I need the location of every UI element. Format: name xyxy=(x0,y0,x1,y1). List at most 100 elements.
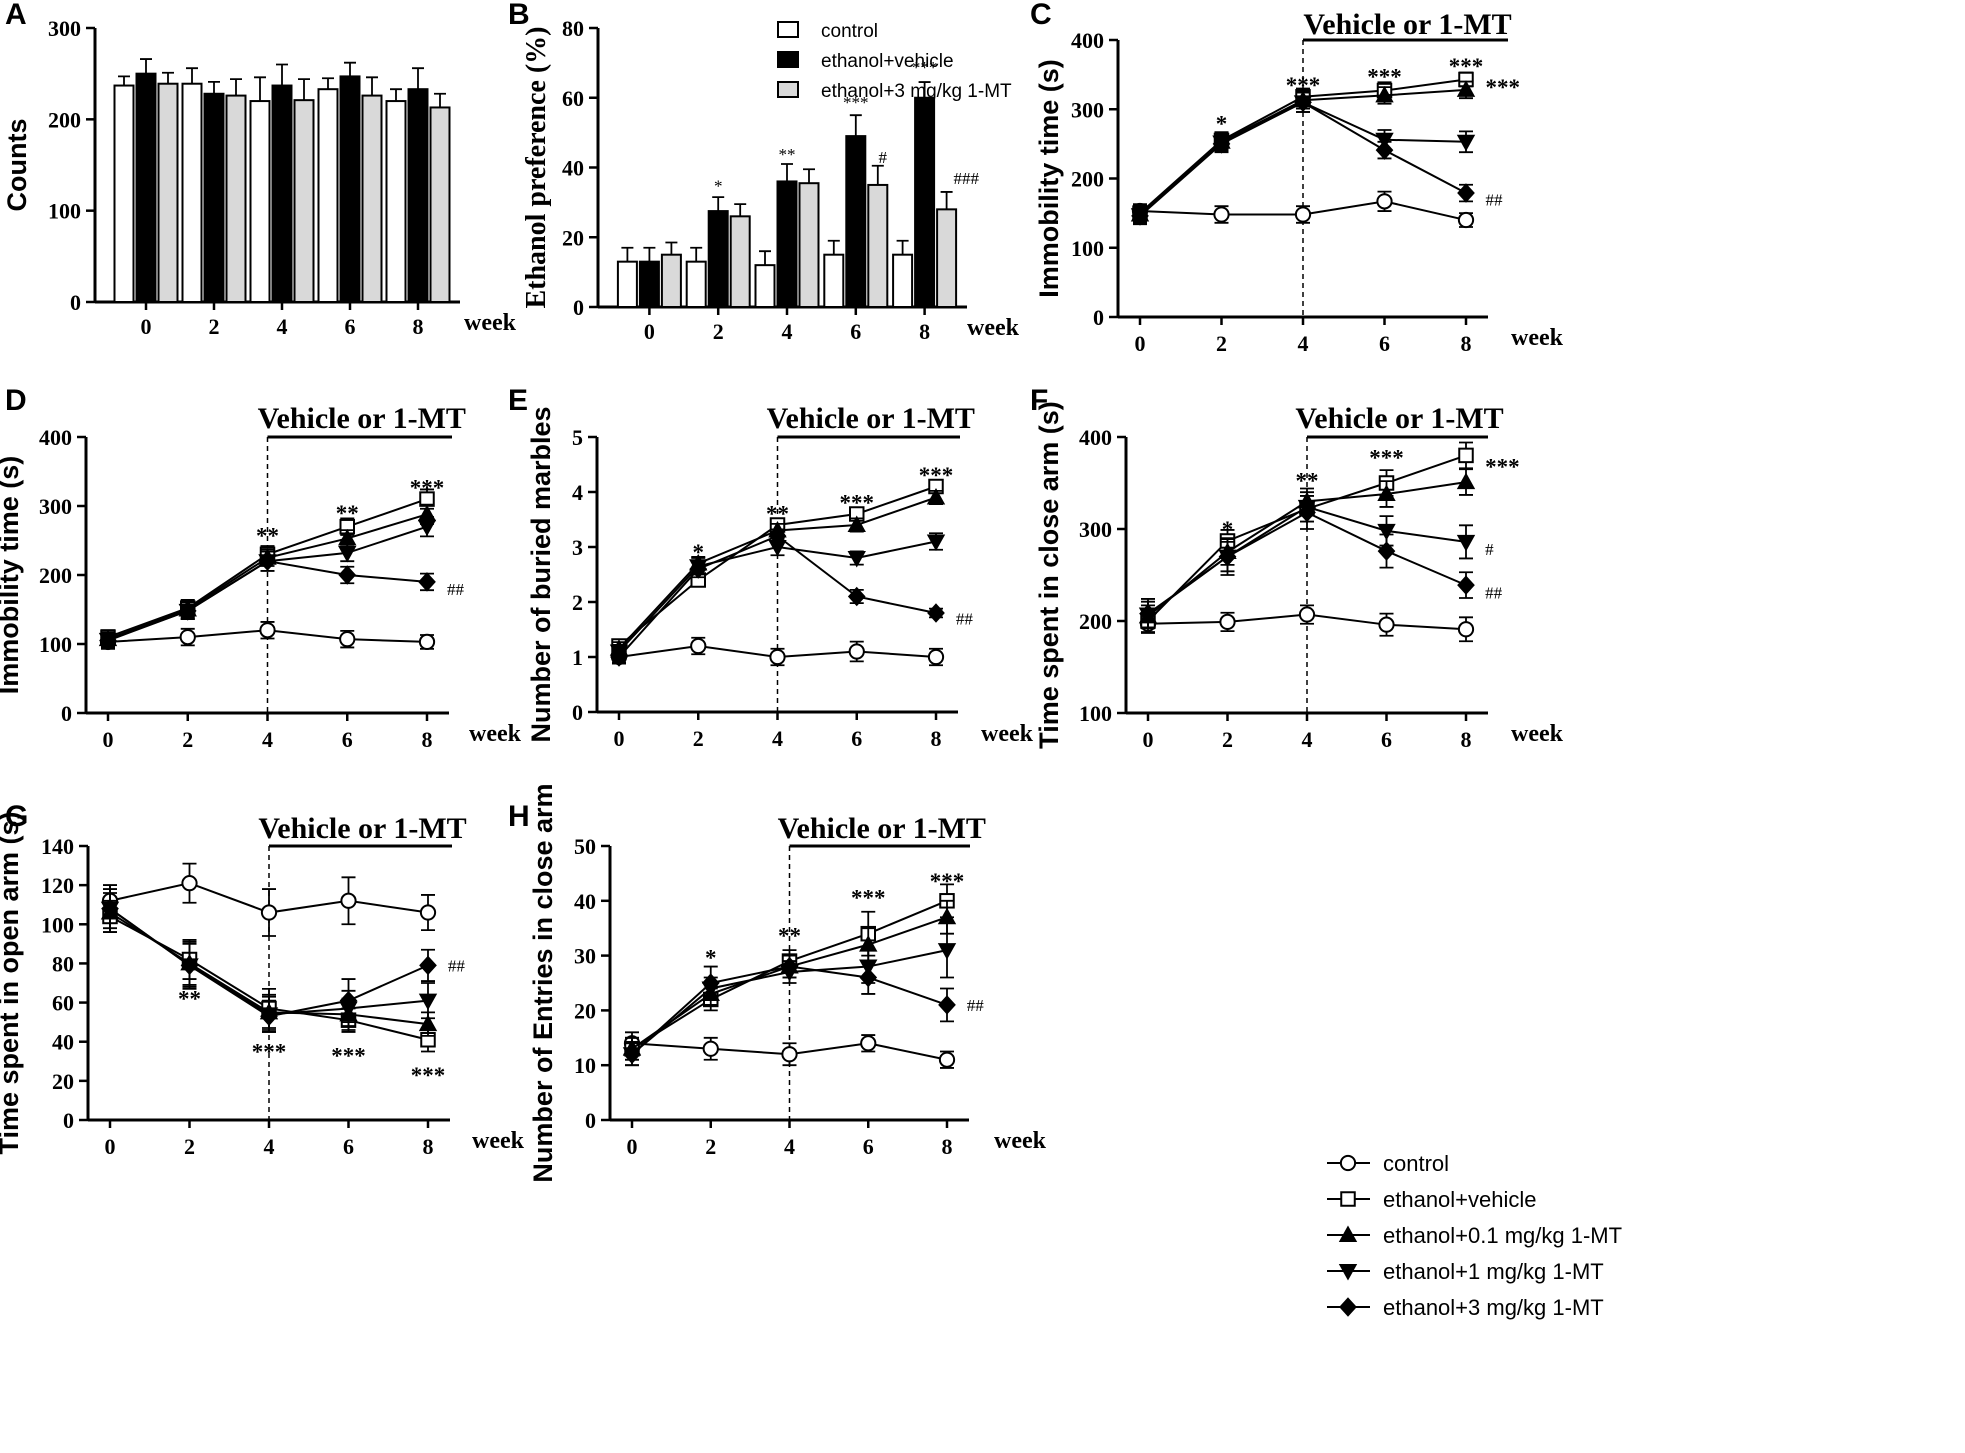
significance-mark: *** xyxy=(840,490,875,515)
x-tick-label: 2 xyxy=(1216,331,1227,356)
x-tick-label: 8 xyxy=(423,1134,434,1159)
point-ethanol-3-mg-kg-1-mt-w6 xyxy=(859,967,878,988)
bar-control-4 xyxy=(754,264,776,308)
y-axis-title: Time spent in close arm (s) xyxy=(1034,401,1064,749)
y-tick-label: 20 xyxy=(562,225,584,250)
y-tick-label: 0 xyxy=(572,700,583,725)
significance-mark: ## xyxy=(1485,583,1503,602)
legend-swatch xyxy=(777,51,799,68)
series-ethanol-3-mg-kg-1-mt xyxy=(101,884,437,1033)
panel-b: B 0 20 40 60 80 Ethanol preference (%) week 0 2 4 6… xyxy=(508,0,1020,344)
x-axis-title: week xyxy=(1511,721,1564,747)
y-tick-label: 3 xyxy=(572,535,583,560)
point-control-w6 xyxy=(860,1035,877,1052)
x-tick-label: 6 xyxy=(345,314,356,339)
x-axis-title: week xyxy=(994,1128,1047,1154)
x-axis-title: week xyxy=(981,721,1034,747)
point-ethanol-3-mg-kg-1-mt-w4 xyxy=(258,551,277,571)
bar-ethanol-3-mg-kg-1-mt-4 xyxy=(798,182,820,309)
legend-b: control ethanol+vehicle ethanol+3 mg/kg 1-… xyxy=(777,21,1012,102)
legend-swatch xyxy=(777,81,799,98)
x-tick-label: 8 xyxy=(919,319,930,344)
legend-label: ethanol+vehicle xyxy=(1383,1187,1537,1212)
legend-swatch xyxy=(777,21,799,38)
x-axis-title: week xyxy=(1511,325,1564,351)
bar-control-8 xyxy=(892,253,914,308)
significance-mark: # xyxy=(1485,540,1494,559)
bar-ethanol-3-mg-kg-1-mt-8 xyxy=(429,106,451,303)
series-ethanol-3-mg-kg-1-mt xyxy=(1131,91,1475,226)
point-ethanol-1-mg-kg-1-mt-w8 xyxy=(417,519,437,537)
error-bar xyxy=(230,78,242,96)
panel-d: D 0 100 200 300 400 Immobility time (s) week 0 2 4… xyxy=(0,384,522,752)
x-tick-label: 2 xyxy=(1222,727,1233,752)
panel-letter: H xyxy=(508,800,530,833)
bar-ethanol-3-mg-kg-1-mt-0 xyxy=(157,82,179,303)
y-tick-label: 40 xyxy=(52,1030,74,1055)
x-tick-label: 0 xyxy=(644,319,655,344)
error-bar xyxy=(344,61,356,77)
treatment-label: Vehicle or 1-MT xyxy=(258,402,466,435)
y-tick-label: 100 xyxy=(41,912,74,937)
point-ethanol-1-mg-kg-1-mt-w8 xyxy=(418,993,438,1011)
x-tick-label: 0 xyxy=(105,1134,116,1159)
series-ethanol-1-mg-kg-1-mt xyxy=(609,532,946,662)
point-control-w4 xyxy=(769,648,786,666)
point-control-w6 xyxy=(848,643,865,660)
treatment-label: Vehicle or 1-MT xyxy=(1295,402,1503,435)
error-bar xyxy=(208,80,220,94)
x-tick-label: 8 xyxy=(931,726,942,751)
y-tick-label: 10 xyxy=(574,1053,596,1078)
error-bar xyxy=(162,71,174,84)
panel-letter: E xyxy=(508,384,528,417)
point-control-w8 xyxy=(418,633,436,651)
y-axis-title: Immobility time (s) xyxy=(1034,59,1064,298)
significance-mark: *** xyxy=(1369,445,1404,470)
y-axis-title: Number of buried marbles xyxy=(526,406,556,742)
significance-mark: ## xyxy=(447,580,465,599)
point-ethanol-1-mg-kg-1-mt-w6 xyxy=(338,545,357,563)
y-tick-label: 5 xyxy=(572,425,583,450)
point-ethanol-3-mg-kg-1-mt-w8 xyxy=(418,572,436,592)
point-ethanol-0-1-mg-kg-1-mt-w8 xyxy=(1456,472,1476,490)
y-axis-title: Time spent in open arm (s) xyxy=(0,811,24,1154)
significance-mark: *** xyxy=(1449,54,1484,79)
legend-label: ethanol+1 mg/kg 1-MT xyxy=(1383,1259,1604,1284)
significance-mark: *** xyxy=(410,475,445,500)
error-bar xyxy=(734,203,747,217)
treatment-label: Vehicle or 1-MT xyxy=(1303,8,1511,41)
y-tick-label: 60 xyxy=(562,86,584,111)
error-bar xyxy=(759,250,771,266)
panel-letter: A xyxy=(5,0,27,31)
y-tick-label: 140 xyxy=(41,834,74,859)
point-control-w2 xyxy=(1219,613,1236,631)
point-ethanol-3-mg-kg-1-mt-w8 xyxy=(419,955,437,976)
bar-ethanol-vehicle-0 xyxy=(135,72,157,303)
y-tick-label: 1 xyxy=(572,645,583,670)
x-tick-label: 2 xyxy=(182,727,193,752)
error-bar xyxy=(140,58,152,74)
y-tick-label: 0 xyxy=(70,290,81,315)
error-bar xyxy=(871,164,884,185)
bar-ethanol-3-mg-kg-1-mt-6 xyxy=(361,94,383,303)
y-tick-label: 200 xyxy=(39,563,72,588)
significance-mark: *** xyxy=(1486,75,1521,100)
bar-ethanol-vehicle-2 xyxy=(707,210,729,308)
significance-mark: *** xyxy=(930,869,965,894)
error-bar xyxy=(803,168,815,184)
point-ethanol-3-mg-kg-1-mt-w6 xyxy=(339,990,358,1011)
y-tick-label: 200 xyxy=(48,107,81,132)
y-tick-label: 80 xyxy=(52,951,74,976)
error-bar xyxy=(254,76,266,102)
significance-mark: ## xyxy=(956,610,974,629)
error-bar xyxy=(390,88,402,102)
significance-mark: *** xyxy=(1367,65,1402,90)
x-tick-label: 4 xyxy=(1298,331,1309,356)
point-ethanol-1-mg-kg-1-mt-w8 xyxy=(1456,534,1476,552)
point-ethanol-3-mg-kg-1-mt-w6 xyxy=(338,565,357,585)
error-bar xyxy=(781,163,793,182)
significance-mark: *** xyxy=(252,1040,287,1065)
x-tick-label: 4 xyxy=(784,1134,795,1159)
series-ethanol-3-mg-kg-1-mt xyxy=(99,550,436,651)
bar-ethanol-vehicle-6 xyxy=(339,75,361,304)
